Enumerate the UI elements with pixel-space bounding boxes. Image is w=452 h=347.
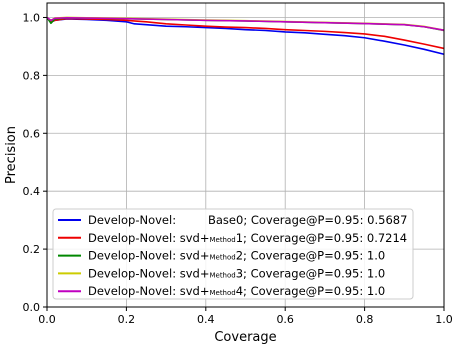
x-tick-label: 0.0	[38, 313, 56, 326]
legend-box	[52, 208, 414, 300]
y-tick-label: 0.6	[23, 127, 41, 140]
x-tick-label: 0.4	[197, 313, 215, 326]
legend-label: Develop-Novel: svd+Method3; Coverage@P=0…	[88, 266, 385, 280]
x-tick-label: 0.8	[356, 313, 374, 326]
legend-item: Develop-Novel: svd+Method2; Coverage@P=0…	[58, 249, 385, 263]
legend-item: Develop-Novel: svd+Method3; Coverage@P=0…	[58, 266, 385, 280]
y-tick-label: 0.2	[23, 243, 41, 256]
y-axis-label: Precision	[4, 126, 19, 184]
legend-label: Develop-Novel: Base0; Coverage@P=0.95: 0.…	[88, 213, 407, 227]
y-tick-label: 0.0	[23, 301, 41, 314]
legend-label: Develop-Novel: svd+Method1; Coverage@P=0…	[88, 231, 407, 245]
y-tick-label: 1.0	[23, 11, 41, 24]
plot-frame	[46, 2, 445, 308]
x-tick-label: 1.0	[435, 313, 452, 326]
legend-item: Develop-Novel: Base0; Coverage@P=0.95: 0.…	[58, 213, 407, 227]
x-tick-label: 0.2	[118, 313, 136, 326]
series-line-4	[46, 16, 445, 32]
legend-item: Develop-Novel: svd+Method4; Coverage@P=0…	[58, 284, 385, 298]
legend-item: Develop-Novel: svd+Method1; Coverage@P=0…	[58, 231, 407, 245]
y-tick-label: 0.8	[23, 69, 41, 82]
x-axis-label: Coverage	[214, 330, 276, 345]
legend: Develop-Novel: Base0; Coverage@P=0.95: 0.…	[52, 208, 414, 300]
legend-label: Develop-Novel: svd+Method2; Coverage@P=0…	[88, 249, 385, 263]
x-tick-label: 0.6	[276, 313, 294, 326]
y-tick-label: 0.4	[23, 185, 41, 198]
legend-label: Develop-Novel: svd+Method4; Coverage@P=0…	[88, 284, 385, 298]
series-layer	[46, 16, 445, 56]
axis-ticks: 0.0 0.2 0.4 0.6 0.8 1.0 0.0 0.2 0.4 0.6 0.8 1.0	[23, 11, 452, 326]
